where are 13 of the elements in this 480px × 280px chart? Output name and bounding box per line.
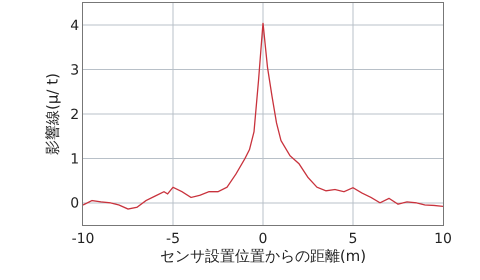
y-tick-label: 2 (70, 106, 80, 123)
x-tick-label: -10 (72, 230, 94, 247)
y-axis-title: 影響線(μ/ t) (44, 73, 62, 155)
x-axis-title: センサ設置位置からの距離(m) (160, 246, 366, 265)
x-tick-label: 10 (434, 230, 452, 247)
x-tick-label: 0 (258, 230, 268, 247)
line-series (83, 22, 443, 210)
x-tick-label: -5 (166, 230, 180, 247)
x-tick-label: 5 (348, 230, 358, 247)
y-tick-label: 4 (70, 18, 80, 34)
y-tick-label: 1 (70, 151, 80, 168)
y-tick-label: 0 (70, 196, 80, 212)
y-tick-label: 3 (70, 62, 80, 78)
